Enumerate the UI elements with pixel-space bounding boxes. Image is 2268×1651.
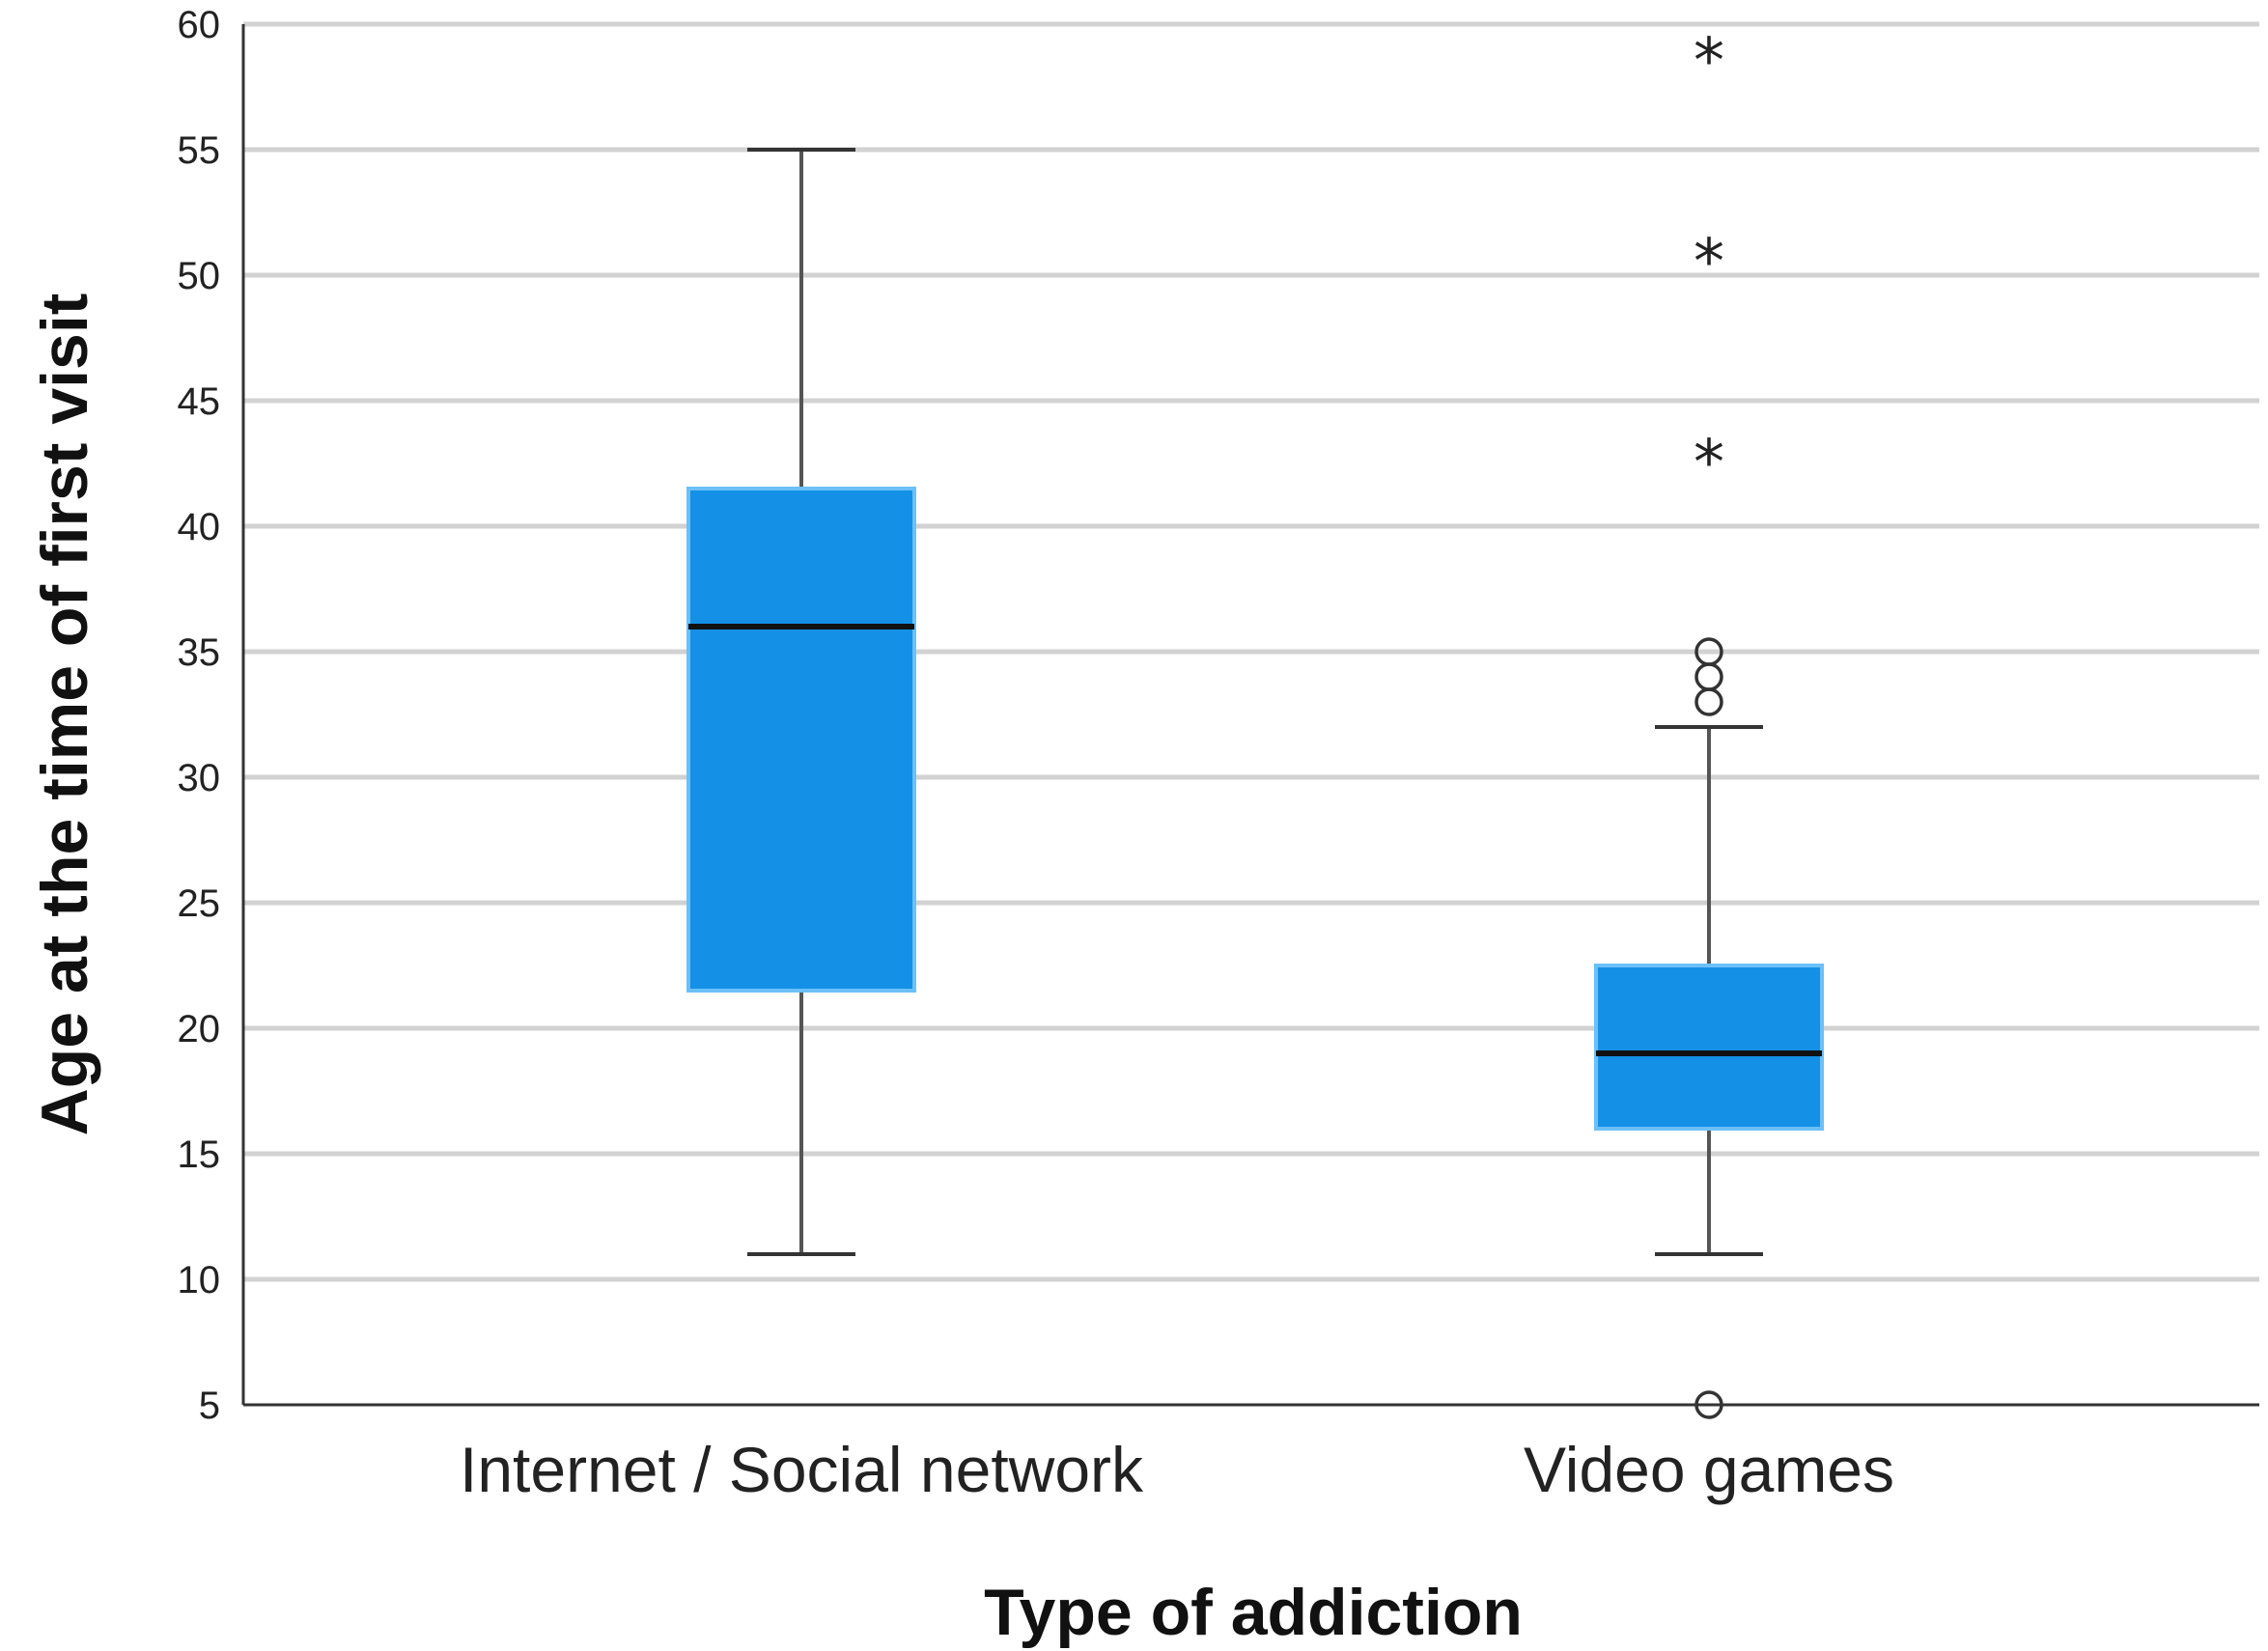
extreme-outlier-star: * bbox=[1694, 428, 1724, 499]
box-iqr bbox=[1594, 964, 1824, 1131]
extreme-outlier-star: * bbox=[1694, 26, 1724, 98]
y-tick-label: 30 bbox=[178, 757, 221, 799]
y-tick-label: 10 bbox=[178, 1259, 221, 1301]
outlier-circle bbox=[1694, 662, 1723, 691]
y-tick-label: 40 bbox=[178, 506, 221, 548]
y-axis-title: Age at the time of first visit bbox=[28, 294, 101, 1136]
y-tick-label: 5 bbox=[199, 1385, 220, 1427]
gridlines bbox=[243, 21, 2259, 1282]
y-tick-label: 50 bbox=[178, 255, 221, 297]
y-tick-label: 45 bbox=[178, 380, 221, 423]
x-axis-title: Type of addiction bbox=[984, 1576, 1523, 1649]
x-category-labels: Internet / Social network Video games bbox=[460, 1434, 1894, 1505]
outlier-circle bbox=[1694, 637, 1723, 666]
y-tick-labels: 5 10 15 20 25 30 35 40 45 50 55 60 bbox=[178, 4, 221, 1427]
axes bbox=[241, 24, 2259, 1407]
outlier-circle bbox=[1694, 687, 1723, 716]
extreme-outlier-star: * bbox=[1694, 227, 1724, 298]
box-iqr bbox=[686, 487, 916, 993]
box-group bbox=[686, 148, 916, 1256]
x-category-label: Video games bbox=[1524, 1434, 1894, 1505]
box-series: * * * bbox=[686, 26, 1824, 1419]
box-group: * * * bbox=[1594, 26, 1824, 1419]
x-category-label: Internet / Social network bbox=[460, 1434, 1144, 1505]
y-tick-label: 60 bbox=[178, 4, 221, 46]
y-tick-label: 35 bbox=[178, 631, 221, 674]
y-tick-label: 15 bbox=[178, 1133, 221, 1176]
y-tick-label: 55 bbox=[178, 129, 221, 172]
y-tick-label: 20 bbox=[178, 1008, 221, 1050]
y-tick-label: 25 bbox=[178, 882, 221, 925]
